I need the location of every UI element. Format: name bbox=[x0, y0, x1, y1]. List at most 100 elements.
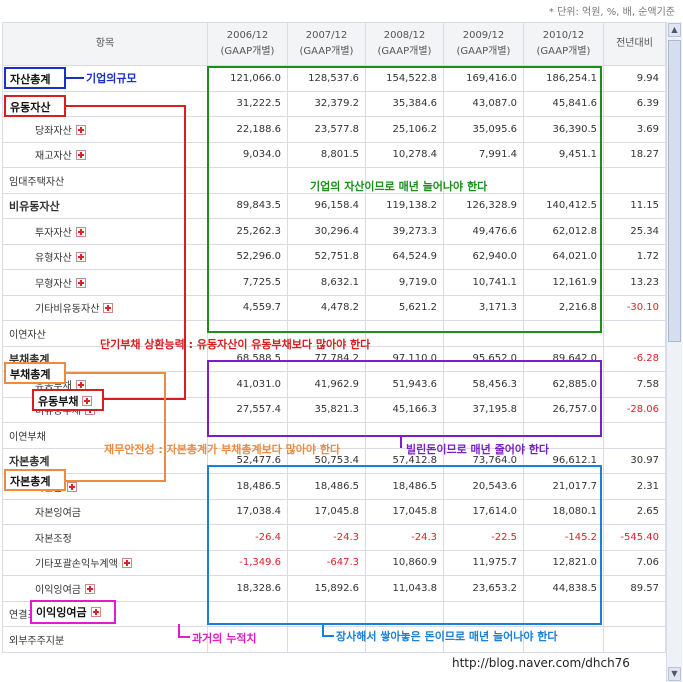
value-cell: 21,017.7 bbox=[523, 473, 604, 500]
total-equity-label-box: 자본총계 bbox=[4, 469, 66, 491]
change-cell: -545.40 bbox=[603, 524, 666, 551]
row-label: 기타비유동자산 bbox=[2, 294, 208, 321]
value-cell: 35,384.6 bbox=[365, 90, 444, 117]
change-cell bbox=[603, 422, 666, 449]
value-cell: 4,559.7 bbox=[207, 294, 288, 321]
table-row: 유형자산 52,296.0 52,751.8 64,524.9 62,940.0 64,0… bbox=[2, 243, 666, 270]
connector-line bbox=[66, 372, 166, 374]
value-cell: 126,328.9 bbox=[443, 192, 524, 219]
table-row: 유동자산31,222.532,379.235,384.643,087.045,8… bbox=[2, 90, 666, 117]
change-cell: 30.97 bbox=[603, 447, 666, 474]
connector-line bbox=[104, 398, 186, 400]
change-cell: 1.72 bbox=[603, 243, 666, 270]
annotation-scale: 기업의규모 bbox=[86, 72, 137, 85]
change-cell bbox=[603, 600, 666, 627]
row-label: 이익잉여금 bbox=[2, 575, 208, 602]
expand-plus-icon[interactable] bbox=[90, 607, 101, 617]
column-header-period: 2008/12 (GAAP개별) bbox=[365, 22, 444, 66]
connector-line bbox=[178, 636, 190, 638]
value-cell: 49,476.6 bbox=[443, 218, 524, 245]
value-cell: 41,962.9 bbox=[287, 371, 366, 398]
value-cell: 68,588.5 bbox=[207, 345, 288, 372]
change-cell: 3.69 bbox=[603, 116, 666, 143]
column-header-item: 항목 bbox=[2, 22, 208, 66]
value-cell: 58,456.3 bbox=[443, 371, 524, 398]
table-row: 이연자산 bbox=[2, 320, 666, 347]
change-cell: 89.57 bbox=[603, 575, 666, 602]
change-cell: -30.10 bbox=[603, 294, 666, 321]
value-cell: 25,262.3 bbox=[207, 218, 288, 245]
table-row: 자본총계 52,477.6 50,753.4 57,412.8 73,764.0 96,6… bbox=[2, 447, 666, 474]
value-cell bbox=[287, 600, 366, 627]
change-cell: 18.27 bbox=[603, 141, 666, 168]
balance-sheet-table: 항목 2006/12 (GAAP개별) 2007/12 (GAAP개별) 2008/… bbox=[2, 22, 666, 653]
expand-plus-icon[interactable] bbox=[75, 226, 86, 237]
change-cell bbox=[603, 626, 666, 653]
expand-plus-icon[interactable] bbox=[75, 252, 86, 263]
value-cell: 128,537.6 bbox=[287, 65, 366, 92]
value-cell bbox=[207, 320, 288, 347]
connector-line bbox=[184, 105, 186, 400]
expand-plus-icon[interactable] bbox=[66, 481, 77, 492]
annotation-assets-grow: 기업의 자산이므로 매년 늘어나야 한다 bbox=[310, 180, 488, 193]
current-assets-label-box: 유동자산 bbox=[4, 95, 66, 117]
change-cell: 11.15 bbox=[603, 192, 666, 219]
value-cell: -22.5 bbox=[443, 524, 524, 551]
scroll-down-arrow-icon[interactable]: ▼ bbox=[668, 667, 681, 681]
expand-plus-icon[interactable] bbox=[85, 583, 95, 594]
value-cell bbox=[287, 320, 366, 347]
expand-plus-icon[interactable] bbox=[75, 124, 86, 135]
current-liabilities-label-box: 유동부채 bbox=[32, 389, 104, 411]
table-row: 외부주주지분 bbox=[2, 626, 666, 653]
value-cell: 89,843.5 bbox=[207, 192, 288, 219]
table-row: 재고자산 9,034.0 8,801.5 10,278.4 7,991.4 9,451.1… bbox=[2, 141, 666, 168]
value-cell: 89,642.0 bbox=[523, 345, 604, 372]
annotation-earnings: 과거의 누적치 bbox=[192, 632, 257, 645]
table-row: 기타비유동자산 4,559.7 4,478.2 5,621.2 3,171.3 2,216… bbox=[2, 294, 666, 321]
value-cell: 51,943.6 bbox=[365, 371, 444, 398]
expand-plus-icon[interactable] bbox=[75, 150, 86, 161]
value-cell: -647.3 bbox=[287, 549, 366, 576]
assets-values-box bbox=[207, 66, 602, 333]
value-cell bbox=[365, 600, 444, 627]
value-cell: 10,741.1 bbox=[443, 269, 524, 296]
table-row: 임대주택자산 bbox=[2, 167, 666, 194]
change-cell: 6.39 bbox=[603, 90, 666, 117]
change-cell: 13.23 bbox=[603, 269, 666, 296]
change-cell bbox=[603, 167, 666, 194]
table-row: 유동부채 41,031.0 41,962.9 51,943.6 58,456.3 62,8… bbox=[2, 371, 666, 398]
table-row: 자본잉여금 17,038.4 17,045.8 17,045.8 17,614.0 18,… bbox=[2, 498, 666, 525]
expand-plus-icon[interactable] bbox=[82, 396, 93, 406]
total-assets-label-box: 자산총계 bbox=[4, 67, 66, 89]
value-cell: 64,524.9 bbox=[365, 243, 444, 270]
value-cell bbox=[207, 626, 288, 653]
scroll-up-arrow-icon[interactable]: ▲ bbox=[668, 23, 681, 37]
table-row: 기타포괄손익누계액 -1,349.6 -647.3 10,860.9 11,975.7 1… bbox=[2, 549, 666, 576]
value-cell: 3,171.3 bbox=[443, 294, 524, 321]
vertical-scrollbar[interactable]: ▲ ▼ bbox=[666, 22, 682, 682]
scroll-thumb[interactable] bbox=[668, 40, 681, 342]
connector-line bbox=[322, 635, 334, 637]
value-cell bbox=[287, 626, 366, 653]
column-header-period: 2009/12 (GAAP개별) bbox=[443, 22, 524, 66]
connector-line bbox=[66, 77, 84, 79]
value-cell: 12,161.9 bbox=[523, 269, 604, 296]
expand-plus-icon[interactable] bbox=[103, 303, 114, 314]
change-cell bbox=[603, 320, 666, 347]
value-cell: 36,390.5 bbox=[523, 116, 604, 143]
row-label: 유형자산 bbox=[2, 243, 208, 270]
row-label: 이연부채 bbox=[2, 422, 208, 449]
expand-plus-icon[interactable] bbox=[75, 277, 86, 288]
value-cell bbox=[523, 626, 604, 653]
connector-line bbox=[66, 480, 166, 482]
annotation-debt-shrink: 빌린돈이므로 매년 줄어야 한다 bbox=[406, 443, 550, 456]
change-cell: 9.94 bbox=[603, 65, 666, 92]
value-cell: 52,751.8 bbox=[287, 243, 366, 270]
retained-earnings-label-box: 이익잉여금 bbox=[30, 600, 116, 624]
table-row: 자본금18,486.518,486.518,486.520,543.621,01… bbox=[2, 473, 666, 500]
row-label: 기타포괄손익누계액 bbox=[2, 549, 208, 576]
value-cell: 77,784.2 bbox=[287, 345, 366, 372]
expand-plus-icon[interactable] bbox=[121, 558, 132, 569]
table-row: 자본조정 -26.4 -24.3 -24.3 -22.5 -145.2 -545.40 bbox=[2, 524, 666, 551]
change-cell: 2.65 bbox=[603, 498, 666, 525]
